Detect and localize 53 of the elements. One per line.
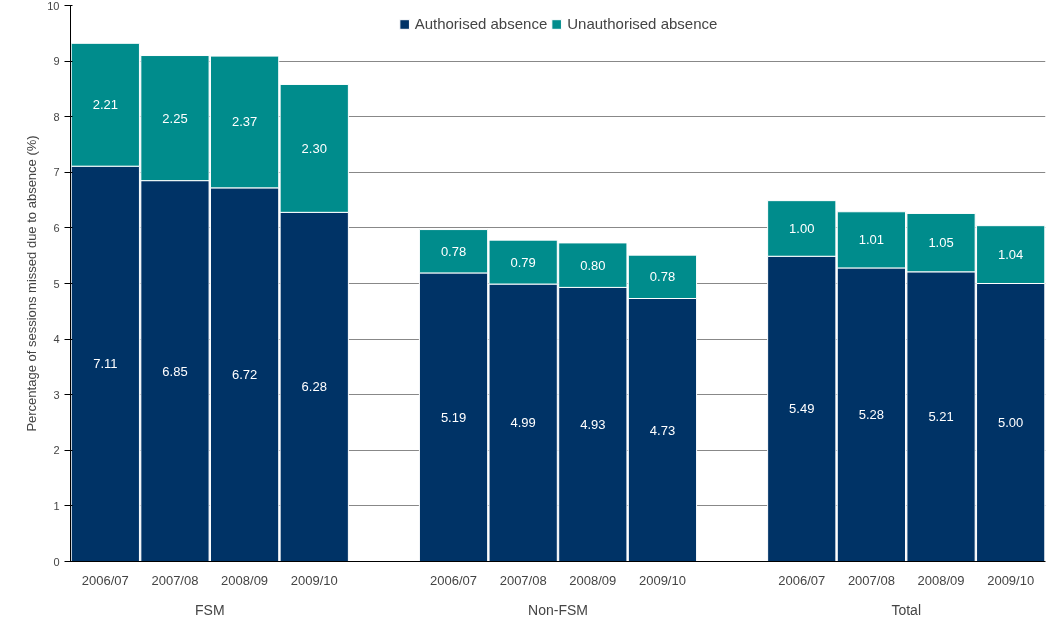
data-label: 1.05 xyxy=(928,235,954,251)
x-tick-label: 2006/07 xyxy=(430,572,478,588)
y-tick-label: 5 xyxy=(53,277,60,290)
data-label: 6.72 xyxy=(231,367,258,383)
text: Total xyxy=(891,601,922,618)
y-tick-label: 3 xyxy=(53,388,60,401)
y-tick-label: 0 xyxy=(53,555,60,568)
data-label: 4.73 xyxy=(649,422,676,438)
x-tick-label: 2009/10 xyxy=(290,572,338,588)
data-label: 2.21 xyxy=(92,97,118,113)
data-label: 5.00 xyxy=(998,415,1024,430)
x-tick-label: 2006/07 xyxy=(81,572,129,588)
data-label: 6.85 xyxy=(162,363,188,379)
data-label: 6.28 xyxy=(301,379,327,395)
y-tick-label: 9 xyxy=(53,55,60,68)
text: FSM xyxy=(195,601,225,618)
y-tick-label: 6 xyxy=(53,221,60,234)
data-label: 0.78 xyxy=(440,243,467,259)
y-tick-label: 1 xyxy=(53,499,60,512)
x-tick-label: 2007/08 xyxy=(847,572,895,588)
data-label: 5.21 xyxy=(928,409,954,425)
y-axis-title: Percentage of sessions missed due to absence (%) xyxy=(24,135,40,432)
data-label: 7.11 xyxy=(93,356,118,372)
data-label: 1.01 xyxy=(858,232,885,248)
legend-label: Unauthorised absence xyxy=(567,15,718,32)
x-tick-label: 2007/08 xyxy=(151,572,199,588)
x-tick-label: 2007/08 xyxy=(499,572,547,588)
data-label: 1.00 xyxy=(789,220,815,236)
x-tick-label: 2008/09 xyxy=(569,572,617,588)
data-label: 4.99 xyxy=(510,415,536,431)
data-label: 0.79 xyxy=(510,254,536,270)
data-label: 5.28 xyxy=(858,407,885,423)
y-tick-label: 10 xyxy=(47,0,60,12)
data-label: 2.25 xyxy=(162,110,188,126)
data-label: 5.49 xyxy=(789,401,815,417)
y-tick-label: 4 xyxy=(53,333,60,346)
data-label: 0.78 xyxy=(649,269,676,285)
x-tick-label: 2009/10 xyxy=(638,572,686,588)
data-label: 0.80 xyxy=(580,257,606,273)
data-label: 2.30 xyxy=(301,140,327,156)
text: Non-FSM xyxy=(528,601,588,618)
y-tick-label: 8 xyxy=(53,110,60,123)
x-tick-label: 2008/09 xyxy=(221,572,269,588)
data-label: 5.19 xyxy=(440,409,467,425)
data-label: 1.04 xyxy=(998,247,1024,263)
x-tick-label: 2006/07 xyxy=(778,572,826,588)
y-tick-label: 2 xyxy=(53,444,60,457)
x-tick-label: 2008/09 xyxy=(917,572,965,588)
legend-label: Authorised absence xyxy=(414,15,548,32)
data-label: 2.37 xyxy=(231,114,258,130)
y-tick-label: 7 xyxy=(53,166,60,179)
data-label: 4.93 xyxy=(580,416,606,432)
x-tick-label: 2009/10 xyxy=(987,572,1035,588)
